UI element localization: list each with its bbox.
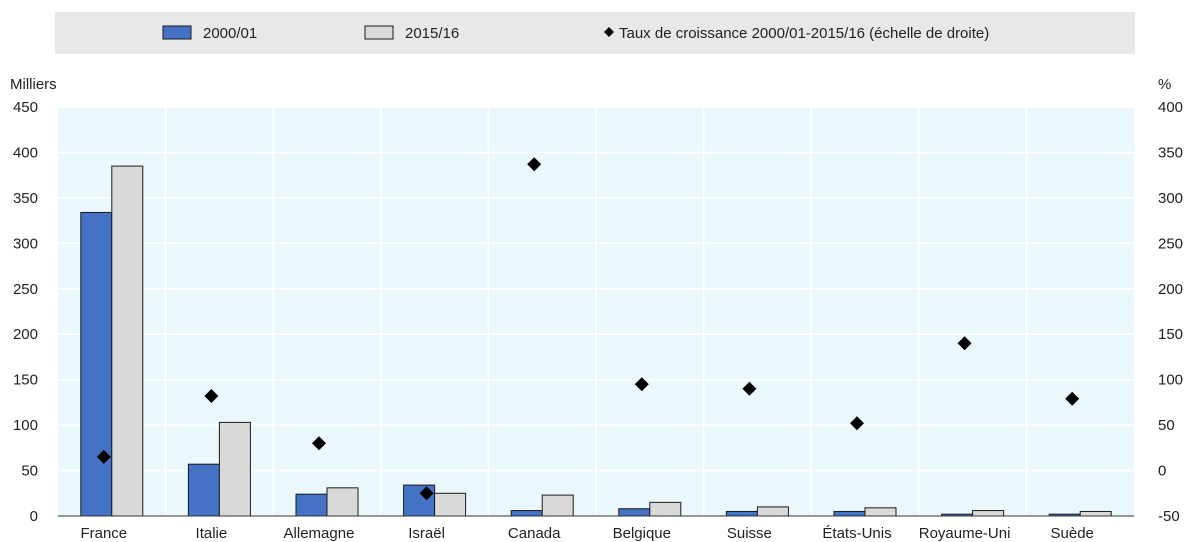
left-tick-label: 100 bbox=[13, 417, 38, 434]
category-label: Italie bbox=[196, 525, 228, 542]
left-tick-label: 250 bbox=[13, 281, 38, 298]
right-tick-label: -50 bbox=[1158, 508, 1180, 525]
bar-2015-16-Canada bbox=[541, 494, 574, 517]
category-label: États-Unis bbox=[822, 525, 891, 542]
bar-2015-16-Suisse bbox=[756, 506, 789, 517]
category-labels: France Italie Allemagne Israël Canada Belgiqu… bbox=[80, 525, 1093, 542]
category-label: France bbox=[80, 525, 127, 542]
bar-2000-01-Suisse bbox=[725, 510, 758, 517]
bar-2000-01-Italie bbox=[187, 463, 220, 517]
legend-marker-growth bbox=[604, 27, 614, 37]
bar-2015-16-Suède bbox=[1079, 510, 1112, 517]
category-label: Canada bbox=[508, 525, 561, 542]
bar-2015-16-États-Unis bbox=[864, 507, 897, 517]
legend-swatch-2015 bbox=[364, 25, 394, 40]
growth-marker-Suède bbox=[1065, 391, 1080, 406]
left-tick-label: 400 bbox=[13, 144, 38, 161]
category-label: Suède bbox=[1051, 525, 1094, 542]
left-tick-label: 150 bbox=[13, 372, 38, 389]
category-label: Belgique bbox=[613, 525, 671, 542]
bar-2015-16-Italie bbox=[218, 421, 251, 517]
right-tick-label: 300 bbox=[1158, 190, 1183, 207]
bar-series bbox=[80, 165, 1112, 517]
bar-2015-16-Belgique bbox=[649, 501, 682, 517]
left-tick-label: 200 bbox=[13, 326, 38, 343]
bar-2000-01-États-Unis bbox=[833, 510, 866, 517]
left-axis-ticks: 0 50 100 150 200 250 300 350 400 450 bbox=[13, 99, 38, 525]
bar-2015-16-Allemagne bbox=[326, 487, 359, 517]
bar-2000-01-Belgique bbox=[618, 508, 651, 517]
right-tick-label: 100 bbox=[1158, 372, 1183, 389]
growth-markers bbox=[96, 157, 1080, 501]
category-label: Suisse bbox=[727, 525, 772, 542]
growth-marker-Italie bbox=[204, 389, 219, 404]
right-tick-label: 150 bbox=[1158, 326, 1183, 343]
legend-background bbox=[55, 12, 1135, 54]
left-tick-label: 300 bbox=[13, 235, 38, 252]
bar-2000-01-France bbox=[80, 211, 113, 517]
bar-2000-01-Allemagne bbox=[295, 493, 328, 517]
gridlines bbox=[58, 106, 1134, 516]
left-tick-label: 50 bbox=[21, 463, 38, 480]
right-tick-label: 200 bbox=[1158, 281, 1183, 298]
growth-marker-États-Unis bbox=[850, 416, 864, 431]
legend-label-2000: 2000/01 bbox=[203, 25, 257, 42]
growth-marker-Canada bbox=[527, 157, 542, 172]
left-tick-label: 0 bbox=[30, 508, 38, 525]
right-axis-ticks: -50 0 50 100 150 200 250 300 350 400 bbox=[1158, 99, 1183, 525]
left-tick-label: 450 bbox=[13, 99, 38, 116]
legend-swatch-2000 bbox=[162, 25, 192, 40]
legend-label-growth: Taux de croissance 2000/01-2015/16 (éche… bbox=[619, 25, 989, 42]
bar-2015-16-France bbox=[111, 165, 144, 517]
right-tick-label: 350 bbox=[1158, 144, 1183, 161]
growth-marker-Israël bbox=[419, 486, 434, 501]
bar-2000-01-Canada bbox=[510, 510, 543, 517]
category-label: Allemagne bbox=[284, 525, 355, 542]
right-axis-unit: % bbox=[1158, 76, 1171, 93]
category-label: Royaume-Uni bbox=[919, 525, 1011, 542]
right-tick-label: 50 bbox=[1158, 417, 1175, 434]
bar-2015-16-Royaume-Uni bbox=[972, 510, 1005, 517]
right-tick-label: 0 bbox=[1158, 463, 1166, 480]
growth-marker-France bbox=[96, 449, 111, 464]
right-tick-label: 250 bbox=[1158, 235, 1183, 252]
growth-marker-Belgique bbox=[634, 377, 649, 392]
category-label: Israël bbox=[408, 525, 445, 542]
bar-2015-16-Israël bbox=[434, 492, 467, 517]
right-tick-label: 400 bbox=[1158, 99, 1183, 116]
left-axis-unit: Milliers bbox=[10, 76, 57, 93]
growth-marker-Allemagne bbox=[312, 436, 326, 451]
growth-marker-Royaume-Uni bbox=[957, 336, 972, 351]
left-tick-label: 350 bbox=[13, 190, 38, 207]
growth-marker-Suisse bbox=[742, 381, 757, 396]
legend-label-2015: 2015/16 bbox=[405, 25, 459, 42]
